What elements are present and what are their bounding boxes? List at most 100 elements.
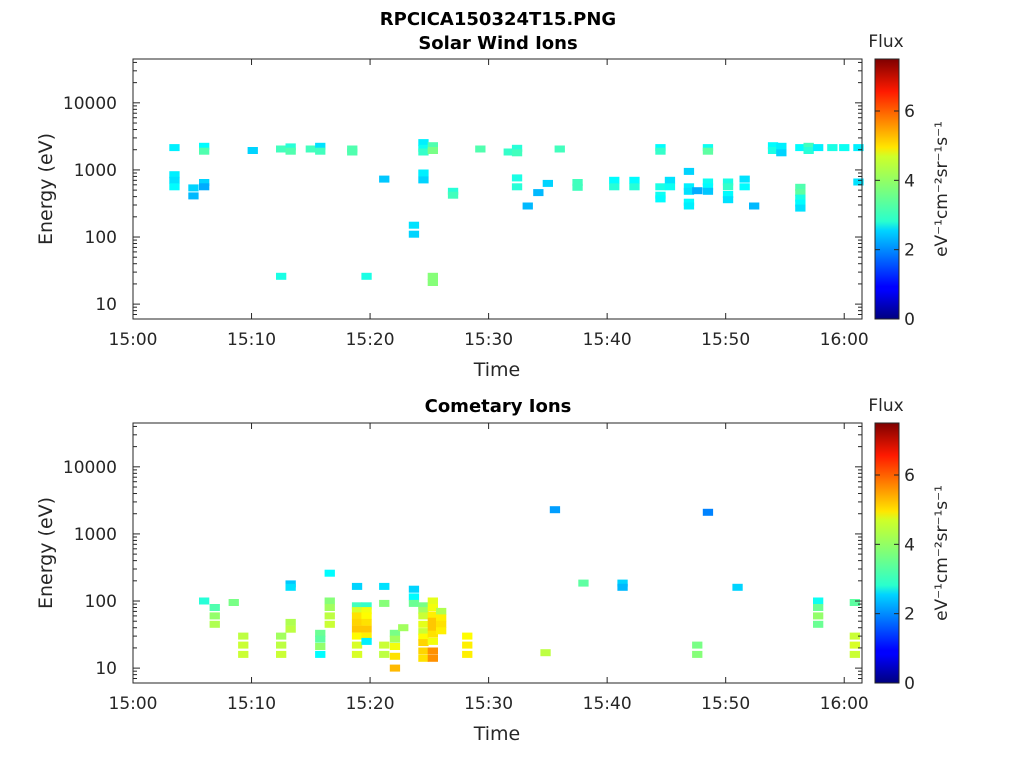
heatmap-cell [418,144,429,152]
heatmap-cell [475,145,486,153]
heatmap-cell [511,174,523,182]
heatmap-cell [361,632,372,640]
heatmap-cell [324,620,335,628]
heatmap-cell [655,195,666,203]
heatmap-cell [169,176,180,184]
heatmap-cell [315,650,326,658]
heatmap-cell [427,630,438,638]
heatmap-cell [389,652,401,660]
x-tick-label: 16:00 [820,330,869,350]
heatmap-cell [572,183,583,191]
heatmap-cell [199,183,210,191]
heatmap-cell [228,599,239,606]
heatmap-cell [418,607,429,615]
heatmap-cell [418,139,429,147]
heatmap-cell [692,641,703,649]
heatmap-cell [427,142,438,150]
colorbar-title: Flux [868,32,903,52]
x-tick-label: 15:20 [346,330,395,350]
heatmap-cell [315,643,326,650]
y-tick-label: 10000 [63,94,117,114]
colorbar-tick-label: 4 [904,171,915,191]
heatmap-cell [324,569,335,577]
heatmap-cell [315,147,326,155]
heatmap-cell [361,637,372,645]
heatmap-cell [849,641,860,649]
heatmap-cell [408,585,420,593]
heatmap-cell [285,147,296,155]
heatmap-cell [578,579,589,587]
heatmap-cell [427,647,438,655]
heatmap-cell [549,506,561,514]
y-tick-label: 100 [85,592,117,612]
x-tick-label: 15:20 [346,694,395,714]
heatmap-cell [702,508,714,516]
heatmap-cell [511,144,523,152]
heatmap-cell [379,599,390,607]
axis-ticks: 15:00 15:10 15:20 15:30 15:40 15:50 16:00 10 100… [63,59,869,350]
x-axis-label: Time [473,359,521,381]
y-tick-label: 10 [95,659,117,679]
heatmap-cell [462,641,473,649]
heatmap-cell [427,604,438,611]
heatmap-cell [188,184,199,192]
x-tick-label: 15:40 [583,330,632,350]
heatmap-cell [554,145,565,153]
colorbar-tick-label: 2 [904,605,915,625]
heatmap-cell [511,183,523,191]
heatmap-cell [447,187,459,195]
heatmap-cell [324,612,335,620]
x-tick-label: 15:50 [701,694,750,714]
heatmap-cell [827,144,838,152]
heatmap-cell [427,597,438,605]
colorbar-ticks: 0 2 4 6 [875,466,915,694]
panel-title: Solar Wind Ions [418,33,577,54]
heatmap-cell [427,272,438,280]
heatmap-cell [617,579,628,587]
colorbar-label: eV⁻¹cm⁻²sr⁻¹s⁻¹ [932,121,952,257]
figure-title: RPCICA150324T15.PNG [380,9,616,30]
heatmap-cell [276,632,287,640]
heatmap-cell [315,629,326,637]
heatmap-cell [655,144,666,152]
heatmap-cell [408,593,420,601]
heatmap-cell [351,612,363,620]
heatmap-cell [361,602,372,610]
heatmap-cell [813,144,824,152]
heatmap-cell [702,187,714,195]
heatmap-cell [238,632,249,640]
x-tick-label: 15:40 [583,694,632,714]
heatmap-cell [418,612,429,620]
heatmap-cell [427,637,438,645]
heatmap-cell [739,183,750,191]
heatmap-cell [849,632,860,640]
heatmap-cell [655,183,666,191]
x-tick-label: 15:30 [464,694,513,714]
heatmap-cell [418,602,429,610]
colorbar-tick-label: 4 [904,535,915,555]
heatmap-cell [169,183,180,191]
heatmap-cell [379,582,390,590]
heatmap-cell [389,643,401,650]
heatmap-cell [408,599,420,607]
heatmap-cell [408,221,420,229]
heatmap-cell [427,617,438,625]
heatmap-cell [436,620,447,628]
heatmap-cell [351,602,363,610]
heatmap-cell [276,641,287,649]
colorbar [874,422,900,684]
heatmap-cell [209,612,220,620]
heatmap-cell [853,144,864,152]
colorbar-tick-label: 6 [904,102,915,122]
heatmap-cell [629,176,640,184]
heatmap-cell [285,583,296,591]
heatmap-cell [813,604,824,611]
heatmap-cell [418,176,429,184]
heatmap-cell [683,198,695,206]
heatmap-cell [795,199,806,207]
heatmap-cell [853,178,864,186]
heatmap-cell [379,175,390,183]
heatmap-cell [389,635,401,643]
y-tick-label: 100 [85,228,117,248]
panel-title: Cometary Ions [425,396,572,417]
